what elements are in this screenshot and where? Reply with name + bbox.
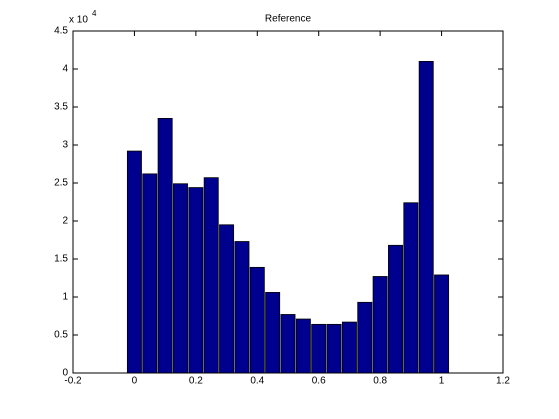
y-tick-label: 2.5 (54, 178, 68, 189)
bar (434, 274, 450, 374)
x-tick-label: 0.6 (312, 376, 326, 387)
bar (265, 292, 281, 374)
bar (280, 314, 296, 374)
bar (418, 61, 434, 374)
axes-box (72, 30, 504, 374)
bar (341, 321, 357, 374)
bar (357, 301, 373, 374)
y-tick-label: 1 (62, 292, 68, 303)
bar (203, 177, 219, 374)
x-tick-label: 0 (132, 376, 138, 387)
bar (388, 244, 403, 374)
bar (326, 323, 342, 374)
x-tick-label: 1.2 (496, 376, 510, 387)
y-multiplier-exponent: 4 (92, 9, 97, 18)
x-tick-label: 0.2 (189, 376, 203, 387)
bar (173, 183, 188, 374)
bar (234, 241, 250, 374)
bar (126, 150, 142, 374)
x-tick-label: 0.4 (250, 376, 264, 387)
y-tick-label: 4.5 (54, 26, 68, 37)
y-tick-label: 3 (62, 140, 68, 151)
bar (372, 276, 388, 374)
bar (157, 118, 173, 374)
y-tick-label: 0.5 (54, 330, 68, 341)
y-tick-label: 4 (62, 64, 68, 75)
y-tick-label: 3.5 (54, 102, 68, 113)
bar (295, 318, 311, 374)
bar (142, 173, 158, 374)
bar (403, 202, 419, 374)
y-tick-label: 2 (62, 216, 68, 227)
x-tick-label: 1 (439, 376, 445, 387)
bar (219, 224, 235, 374)
y-tick-label: 0 (62, 368, 68, 379)
x-tick-label: 0.8 (373, 376, 387, 387)
bar (311, 323, 327, 374)
bar (188, 187, 204, 374)
x-tick-label: -0.2 (64, 376, 82, 387)
y-tick-label: 1.5 (54, 254, 68, 265)
y-multiplier: x 10 (69, 15, 88, 26)
chart-title: Reference (265, 14, 312, 25)
bar (249, 266, 265, 374)
